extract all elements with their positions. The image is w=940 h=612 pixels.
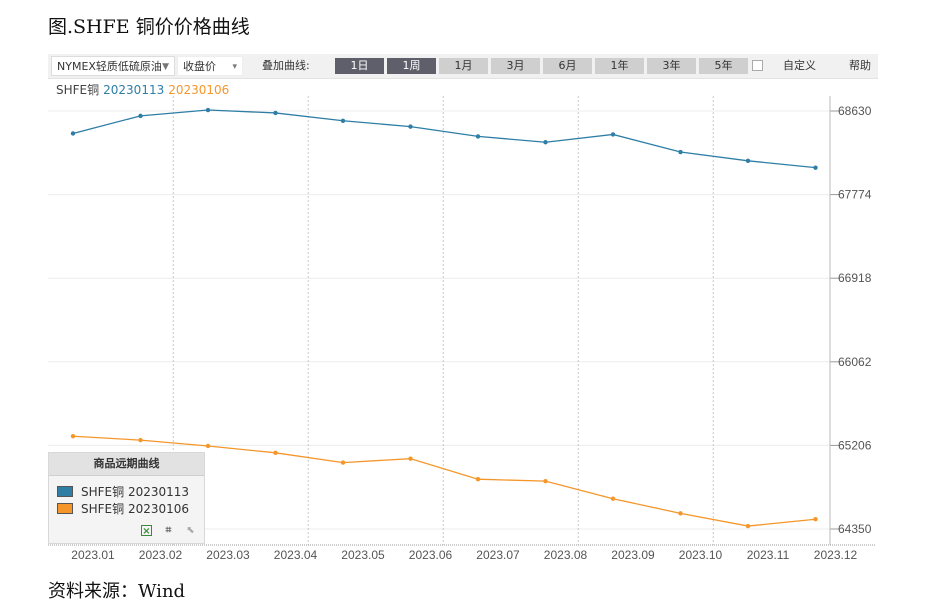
data-point	[273, 450, 278, 456]
data-point	[138, 113, 143, 119]
period-button-1[interactable]: 1周	[387, 58, 436, 74]
period-button-7[interactable]: 5年	[699, 58, 748, 74]
period-button-6[interactable]: 3年	[647, 58, 696, 74]
data-point	[138, 437, 143, 443]
data-point	[408, 124, 413, 129]
x-tick-label: 2023.12	[814, 548, 858, 562]
series-line-2	[72, 435, 816, 527]
commodity-select[interactable]: NYMEX轻质低硫原油 ▼	[51, 56, 175, 76]
x-tick-label: 2023.07	[476, 548, 520, 562]
data-point	[340, 460, 346, 465]
data-point	[745, 158, 751, 164]
data-point	[205, 443, 211, 449]
top-legend-series1[interactable]: 20230113	[103, 83, 165, 97]
legend-swatch	[57, 503, 73, 514]
x-tick-label: 2023.04	[274, 548, 318, 562]
x-tick-label: 2023.01	[71, 548, 115, 562]
data-point	[543, 140, 548, 145]
data-point	[70, 131, 76, 136]
x-tick-label: 2023.11	[747, 548, 790, 562]
y-tick-label: 66918	[838, 271, 872, 285]
data-point	[340, 118, 346, 123]
custom-range-label[interactable]: 自定义	[783, 59, 816, 72]
chevron-down-icon: ▾	[232, 62, 237, 72]
x-tick-label: 2023.10	[679, 548, 723, 562]
commodity-select-label: NYMEX轻质低硫原油	[57, 60, 162, 73]
source-note: 资料来源：Wind	[48, 581, 186, 602]
y-tick-label: 64350	[838, 522, 872, 536]
price-type-select[interactable]: 收盘价 ▾	[177, 56, 243, 76]
x-tick-label: 2023.09	[611, 548, 655, 562]
legend-box-title: 商品远期曲线	[49, 453, 204, 476]
x-tick-label: 2023.03	[206, 548, 250, 562]
legend-item-series2[interactable]: SHFE铜 20230106	[57, 501, 189, 517]
data-point	[475, 134, 481, 139]
data-point	[610, 132, 616, 137]
price-type-select-label: 收盘价	[183, 60, 216, 73]
y-tick-label: 65206	[838, 438, 872, 452]
y-tick-label: 68630	[838, 104, 872, 118]
data-point	[70, 434, 76, 439]
legend-item-series1[interactable]: SHFE铜 20230113	[57, 484, 189, 500]
series-line-1	[72, 109, 816, 169]
x-tick-label: 2023.02	[139, 548, 183, 562]
data-point	[205, 107, 211, 113]
period-button-5[interactable]: 1年	[595, 58, 644, 74]
legend-swatch	[57, 486, 73, 497]
period-button-3[interactable]: 3月	[491, 58, 540, 74]
forward-curve-legend[interactable]: 商品远期曲线 SHFE铜 20230113 SHFE铜 20230106 × ⌗…	[48, 452, 205, 544]
data-point	[273, 110, 278, 116]
cursor-icon[interactable]: ⬉	[186, 525, 195, 536]
period-button-2[interactable]: 1月	[439, 58, 488, 74]
data-point	[610, 496, 616, 501]
data-point	[745, 523, 751, 529]
top-legend: SHFE铜 20230113 20230106	[56, 81, 233, 98]
x-tick-label: 2023.06	[409, 548, 453, 562]
figure-title: 图.SHFE 铜价价格曲线	[48, 16, 250, 38]
data-point	[543, 478, 548, 484]
crop-icon[interactable]: ⌗	[165, 525, 172, 536]
chart-toolbar: NYMEX轻质低硫原油 ▼ 收盘价 ▾ 叠加曲线: 1日 1周 1月 3月 6月 1年 3年…	[48, 54, 878, 79]
legend-item-label: SHFE铜 20230113	[81, 485, 190, 499]
data-point	[678, 511, 683, 516]
help-button[interactable]: 帮助	[849, 59, 871, 72]
overlay-label: 叠加曲线:	[262, 59, 310, 72]
period-button-0[interactable]: 1日	[335, 58, 384, 74]
x-tick-label: 2023.08	[544, 548, 588, 562]
legend-item-label: SHFE铜 20230106	[81, 502, 190, 516]
y-tick-label: 66062	[838, 355, 872, 369]
data-point	[813, 517, 818, 522]
data-point	[408, 456, 413, 461]
top-legend-prefix: SHFE铜	[56, 83, 100, 97]
data-point	[813, 165, 818, 170]
custom-checkbox[interactable]	[752, 60, 763, 71]
chevron-down-icon: ▼	[162, 62, 169, 72]
x-tick-label: 2023.05	[341, 548, 385, 562]
excel-icon[interactable]: ×	[141, 525, 152, 537]
data-point	[475, 476, 481, 482]
period-button-4[interactable]: 6月	[543, 58, 592, 74]
top-legend-series2[interactable]: 20230106	[168, 83, 230, 97]
data-point	[678, 149, 683, 155]
y-tick-label: 67774	[838, 188, 872, 202]
